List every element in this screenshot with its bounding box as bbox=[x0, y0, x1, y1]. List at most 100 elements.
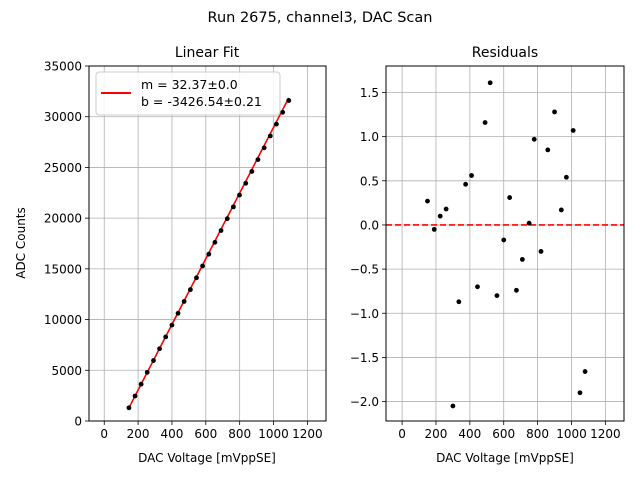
linear-fit-data-point bbox=[261, 145, 267, 151]
linear-fit-data-point bbox=[243, 180, 249, 186]
residuals-y-tick-label: −1.5 bbox=[350, 351, 379, 365]
linear-fit-x-tick-label: 800 bbox=[228, 427, 251, 441]
linear-fit-y-tick-label: 35000 bbox=[44, 60, 82, 74]
residuals-x-tick-label: 1000 bbox=[556, 427, 587, 441]
residuals-data-point bbox=[519, 256, 525, 262]
residuals-title: Residuals bbox=[472, 45, 538, 61]
linear-fit-grid bbox=[89, 65, 326, 422]
linear-fit-points bbox=[126, 98, 292, 411]
residuals-data-point bbox=[437, 213, 443, 219]
linear-fit-data-point bbox=[144, 369, 150, 375]
linear-fit-y-tick-label: 10000 bbox=[44, 313, 82, 327]
residuals-x-tick-label: 800 bbox=[526, 427, 549, 441]
residuals-data-point bbox=[494, 293, 500, 299]
residuals-data-point bbox=[570, 128, 576, 133]
legend-box bbox=[95, 71, 281, 116]
linear-fit-x-tick-label: 200 bbox=[127, 427, 150, 441]
residuals-data-point bbox=[425, 198, 430, 204]
linear-fit-y-tick-label: 5000 bbox=[51, 364, 82, 378]
linear-fit-data-point bbox=[231, 204, 236, 210]
residuals-data-point bbox=[552, 109, 557, 115]
linear-fit-data-point bbox=[212, 239, 218, 245]
linear-fit-y-tick-label: 0 bbox=[74, 415, 82, 429]
linear-fit-data-point bbox=[181, 299, 187, 304]
legend-intercept-text: b = -3426.54±0.21 bbox=[141, 94, 262, 109]
residuals-grid bbox=[386, 66, 624, 421]
residuals-data-point bbox=[564, 174, 569, 180]
linear-fit-data-point bbox=[206, 251, 212, 257]
linear-fit-data-point bbox=[255, 157, 261, 163]
linear-fit-data-point bbox=[163, 334, 169, 340]
linear-fit-x-ticks: 0 200 400 600 800 1000 1200 bbox=[100, 421, 323, 441]
linear-fit-data-point bbox=[273, 121, 279, 127]
linear-fit-x-tick-label: 1200 bbox=[292, 427, 323, 441]
linear-fit-data-point bbox=[249, 169, 255, 174]
linear-fit-data-point bbox=[188, 287, 193, 293]
linear-fit-data-point bbox=[200, 263, 205, 269]
residuals-data-point bbox=[482, 120, 488, 125]
residuals-points bbox=[425, 80, 588, 409]
residuals-data-point bbox=[463, 181, 469, 187]
residuals-y-tick-label: −2.0 bbox=[350, 395, 379, 409]
linear-fit-y-tick-label: 20000 bbox=[44, 212, 82, 226]
residuals-x-tick-label: 0 bbox=[398, 427, 406, 441]
linear-fit-y-tick-label: 15000 bbox=[44, 262, 82, 276]
residuals-data-point bbox=[450, 403, 456, 409]
residuals-data-point bbox=[545, 147, 551, 153]
linear-fit-data-point bbox=[194, 275, 199, 281]
linear-fit-data-point bbox=[267, 133, 273, 139]
residuals-y-tick-label: 1.0 bbox=[360, 130, 379, 144]
linear-fit-x-axis-label: DAC Voltage [mVppSE] bbox=[138, 451, 276, 465]
linear-fit-data-point bbox=[126, 405, 132, 411]
linear-fit-y-tick-label: 25000 bbox=[44, 161, 82, 175]
residuals-x-tick-label: 600 bbox=[492, 427, 515, 441]
residuals-data-point bbox=[475, 284, 480, 290]
linear-fit-data-point bbox=[151, 358, 156, 363]
linear-fit-x-tick-label: 0 bbox=[100, 427, 108, 441]
legend: m = 32.37±0.0 b = -3426.54±0.21 bbox=[95, 71, 281, 116]
residuals-x-ticks: 0 200 400 600 800 1000 1200 bbox=[398, 421, 621, 441]
residuals-y-tick-label: −1.0 bbox=[350, 307, 379, 321]
legend-slope-text: m = 32.37±0.0 bbox=[141, 77, 238, 92]
residuals-data-point bbox=[456, 299, 462, 305]
linear-fit-data-point bbox=[175, 310, 181, 316]
linear-fit-title: Linear Fit bbox=[175, 45, 240, 61]
residuals-data-point bbox=[514, 287, 519, 293]
residuals-data-point bbox=[538, 249, 544, 254]
residuals-x-tick-label: 200 bbox=[425, 427, 448, 441]
residuals-data-point bbox=[577, 390, 583, 396]
linear-fit-data-point bbox=[218, 228, 224, 233]
linear-fit-data-point bbox=[138, 381, 144, 387]
linear-fit-data-point bbox=[237, 192, 242, 198]
linear-fit-x-tick-label: 600 bbox=[194, 427, 217, 441]
residuals-y-tick-label: 1.5 bbox=[360, 86, 379, 100]
residuals-data-point bbox=[558, 207, 564, 213]
residuals-data-point bbox=[507, 195, 513, 200]
linear-fit-data-point bbox=[224, 216, 230, 222]
residuals-data-point bbox=[531, 136, 537, 142]
residuals-panel: Residuals 0 200 400 600 800 1000 1200 −2.0 −1.5… bbox=[350, 45, 625, 465]
residuals-data-point bbox=[526, 220, 532, 226]
linear-fit-x-tick-label: 1000 bbox=[258, 427, 289, 441]
linear-fit-x-tick-label: 400 bbox=[160, 427, 183, 441]
residuals-data-point bbox=[443, 206, 449, 212]
residuals-y-tick-label: −0.5 bbox=[350, 263, 379, 277]
residuals-data-point bbox=[431, 226, 437, 232]
linear-fit-y-tick-label: 30000 bbox=[44, 110, 82, 124]
linear-fit-data-point bbox=[157, 346, 162, 352]
residuals-data-point bbox=[501, 237, 507, 243]
linear-fit-data-point bbox=[286, 98, 292, 103]
linear-fit-y-ticks: 0 5000 10000 15000 20000 25000 30000 35000 bbox=[44, 60, 89, 429]
residuals-y-ticks: −2.0 −1.5 −1.0 −0.5 0.0 0.5 1.0 1.5 bbox=[350, 86, 386, 409]
linear-fit-data-point bbox=[132, 393, 138, 399]
residuals-data-point bbox=[469, 173, 474, 178]
linear-fit-y-axis-label: ADC Counts bbox=[14, 207, 28, 279]
residuals-data-point bbox=[582, 369, 588, 374]
residuals-x-tick-label: 400 bbox=[458, 427, 481, 441]
residuals-axes-frame bbox=[385, 65, 625, 422]
linear-fit-data-point bbox=[169, 322, 175, 328]
linear-fit-data-point bbox=[280, 109, 286, 115]
residuals-x-axis-label: DAC Voltage [mVppSE] bbox=[436, 451, 574, 465]
linear-fit-panel: Linear Fit 0 200 400 600 800 1000 1200 0 5000 10… bbox=[14, 45, 327, 465]
